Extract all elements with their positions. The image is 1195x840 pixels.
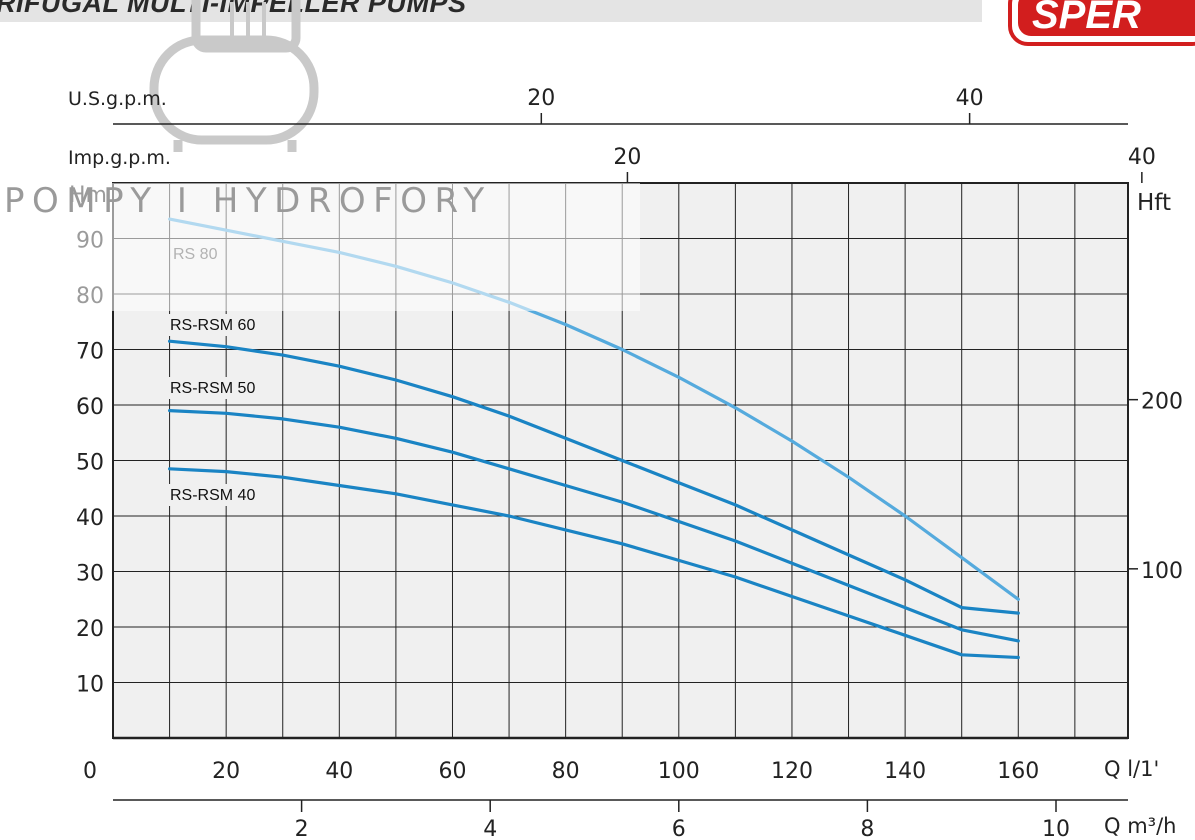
y-tick-label: 40 [76,506,104,531]
right-tick-label: 100 [1141,559,1183,584]
x-tick-label: 100 [658,759,700,784]
pump-sketch-watermark [149,0,319,152]
right-tick-label: 200 [1141,390,1183,415]
x-tick-label: 20 [212,759,240,784]
series-label: RS-RSM 50 [170,380,255,397]
x-tick-label: 60 [438,759,466,784]
y-tick-label: 10 [76,673,104,698]
brand-logo: SPER [1008,0,1195,46]
series-label: RS-RSM 40 [170,487,255,504]
series-line-2 [168,409,1020,643]
x-axis-label: Q l/1' [1104,757,1159,781]
m3h-tick-label: 8 [860,817,874,840]
series-label: RS-RSM 60 [170,317,255,334]
usgpm-tick-label: 20 [527,86,555,111]
series-label-bg [167,484,279,506]
series-label-bg [167,314,279,336]
series-line-1 [168,339,1020,615]
usgpm-axis-label: U.S.g.p.m. [68,88,167,110]
x-tick-label: 40 [325,759,353,784]
m3h-tick-label: 2 [295,817,309,840]
header-bar [0,0,982,22]
usgpm-tick-label: 40 [956,86,984,111]
watermark: POMPY I HYDROFORY [0,181,640,311]
impgpm-tick-label: 40 [1128,145,1156,170]
y-tick-label: 50 [76,451,104,476]
y-tick-label: 70 [76,340,104,365]
y-tick-label: 20 [76,617,104,642]
x-tick-label: 160 [997,759,1039,784]
impgpm-axis-label: Imp.g.p.m. [68,147,171,169]
m3h-tick-label: 4 [483,817,497,840]
x-tick-label-zero: 0 [83,759,97,784]
impgpm-tick-label: 20 [613,145,641,170]
brand-logo-text: SPER [1032,0,1141,37]
x-tick-label: 140 [884,759,926,784]
y-tick-label: 30 [76,562,104,587]
x-tick-label: 80 [552,759,580,784]
watermark-text: POMPY I HYDROFORY [4,181,492,221]
y-axis-label-right: Hft [1137,190,1171,216]
m3h-tick-label: 6 [672,817,686,840]
y-tick-label: 60 [76,395,104,420]
series-label-bg [167,377,279,399]
x-tick-label: 120 [771,759,813,784]
series-line-3 [168,467,1020,660]
m3h-tick-label: 10 [1042,817,1070,840]
m3h-axis-label: Q m³/h [1104,814,1176,838]
